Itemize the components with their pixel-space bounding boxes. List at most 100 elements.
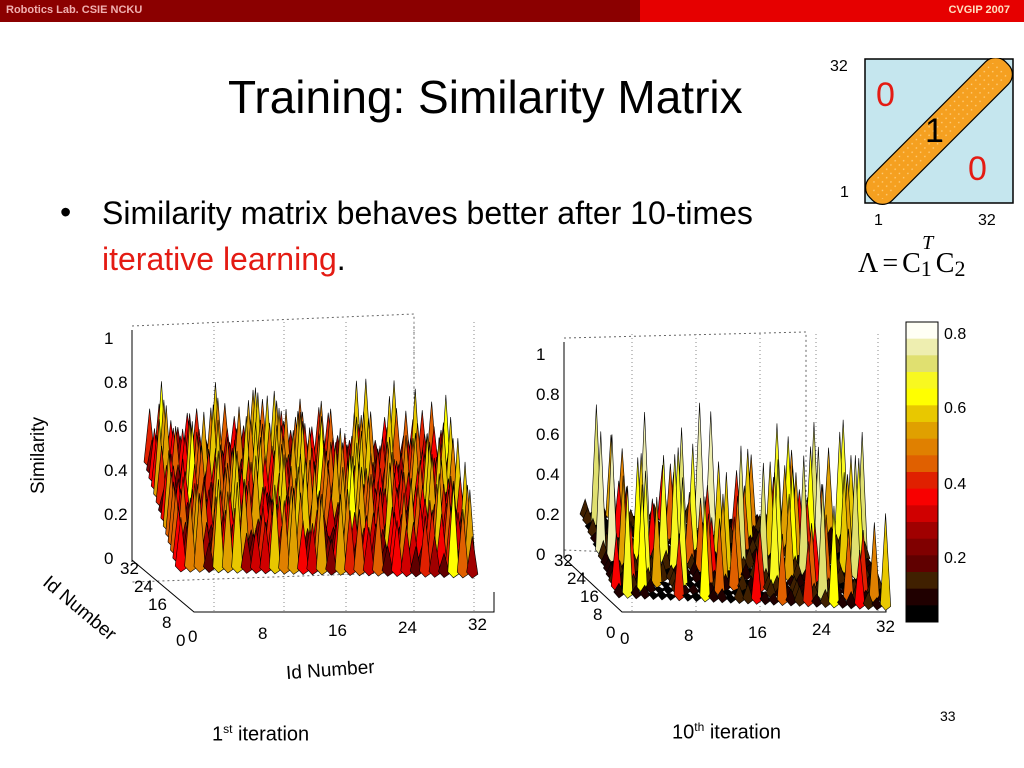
colorbar-band	[906, 505, 938, 523]
colorbar-tick: 0.6	[944, 400, 967, 417]
colorbar-strip	[905, 321, 939, 623]
slide-title: Training: Similarity Matrix	[228, 71, 743, 123]
z-tick-label: 1	[536, 345, 545, 364]
z-tick-label: 1	[104, 329, 113, 348]
bullet-marker: •	[60, 194, 72, 230]
colorbar-band	[906, 372, 938, 390]
colorbar-band	[906, 338, 938, 356]
colorbar-tick: 0.4	[944, 476, 967, 493]
colorbar-band	[906, 422, 938, 440]
caption-first-iteration: 1st iteration	[212, 722, 309, 747]
colorbar-tick: 0.2	[944, 550, 967, 567]
matrix-box	[864, 58, 1014, 205]
colorbar-band	[906, 572, 938, 590]
z-axis-label: Similarity	[28, 416, 49, 494]
x-tick-label: 24	[812, 620, 831, 639]
bullet-end: .	[336, 241, 346, 277]
formula-sub2: 2	[954, 256, 966, 281]
z-tick-label: 0	[536, 545, 545, 564]
conference-name: CVGIP 2007	[948, 4, 1010, 16]
z-tick-label: 0.4	[104, 461, 128, 480]
lab-name: Robotics Lab. CSIE NCKU	[6, 4, 143, 16]
caption-left-number: 1	[212, 723, 224, 746]
caption-right-sup: th	[694, 720, 705, 734]
colorbar-band	[906, 522, 938, 540]
header-bar: Robotics Lab. CSIE NCKU CVGIP 2007	[0, 0, 1024, 22]
colorbar-band	[906, 322, 938, 340]
matrix-diagonal-value: 1	[925, 112, 944, 150]
header-right: CVGIP 2007	[640, 0, 1024, 22]
caption-tenth-iteration: 10th iteration	[672, 720, 781, 745]
caption-right-text: iteration	[704, 721, 781, 744]
bullet-highlight: iterative learning	[102, 241, 337, 277]
bullet-text: Similarity matrix behaves better after 1…	[102, 190, 802, 282]
y-tick-label: 0	[176, 631, 185, 650]
y-tick-label: 16	[148, 595, 167, 614]
matrix-y-top: 32	[830, 58, 848, 75]
colorbar-band	[906, 405, 938, 423]
colorbar-band	[906, 388, 938, 406]
z-tick-label: 0.8	[536, 385, 560, 404]
formula-superscript: T	[922, 232, 934, 254]
x-axis-label: Id Number	[285, 656, 376, 685]
surface-facet	[466, 536, 479, 579]
z-tick-label: 0.2	[104, 505, 128, 524]
surface-facet	[880, 513, 892, 611]
colorbar-band	[906, 472, 938, 490]
formula: Λ = C T 1 C2	[858, 232, 966, 281]
formula-c2: C	[935, 248, 955, 279]
colorbar-band	[906, 588, 938, 606]
x-tick-label: 32	[468, 615, 487, 634]
z-tick-label: 0.6	[104, 417, 128, 436]
matrix-y-bottom: 1	[840, 184, 849, 201]
formula-lambda: Λ	[858, 248, 879, 279]
formula-c1-letter: C	[902, 248, 921, 279]
header-left: Robotics Lab. CSIE NCKU	[0, 0, 640, 22]
caption-right-number: 10	[672, 721, 695, 744]
matrix-lower-value: 0	[968, 150, 987, 188]
z-tick-label: 0.6	[536, 425, 560, 444]
y-tick-label: 8	[593, 605, 602, 624]
z-tick-label: 0.4	[536, 465, 560, 484]
surface-facet	[647, 591, 660, 601]
y-tick-label: 24	[567, 569, 586, 588]
colorbar-band	[906, 605, 938, 623]
y-tick-label: 32	[120, 559, 139, 578]
x-tick-label: 0	[620, 629, 629, 648]
page-number: 33	[940, 708, 956, 724]
colorbar-band	[906, 488, 938, 506]
colorbar-band	[906, 355, 938, 373]
colorbar-border	[905, 321, 939, 623]
y-tick-label: 0	[606, 623, 615, 642]
y-tick-label: 8	[162, 613, 171, 632]
matrix-upper-value: 0	[876, 76, 895, 114]
y-tick-label: 32	[554, 551, 573, 570]
x-tick-label: 24	[398, 618, 417, 637]
x-tick-label: 16	[328, 621, 347, 640]
matrix-x-right: 32	[978, 212, 996, 229]
formula-sub1: 1	[920, 256, 932, 281]
y-tick-label: 16	[580, 587, 599, 606]
caption-left-sup: st	[223, 722, 233, 736]
colorbar-tick: 0.8	[944, 326, 967, 343]
axis-box-floor	[131, 559, 495, 613]
x-tick-label: 8	[258, 624, 267, 643]
x-tick-label: 8	[684, 626, 693, 645]
formula-equals: =	[882, 248, 899, 279]
z-tick-label: 0	[104, 549, 113, 568]
caption-left-text: iteration	[232, 723, 310, 746]
surface-facet	[682, 593, 694, 602]
z-tick-label: 0.8	[104, 373, 128, 392]
colorbar-band	[906, 455, 938, 473]
x-tick-label: 16	[748, 623, 767, 642]
surface-facet	[823, 447, 835, 538]
colorbar-band	[906, 555, 938, 573]
bullet-plain-text: Similarity matrix behaves better after 1…	[102, 195, 753, 231]
matrix-x-left: 1	[874, 212, 883, 229]
colorbar-band	[906, 438, 938, 456]
